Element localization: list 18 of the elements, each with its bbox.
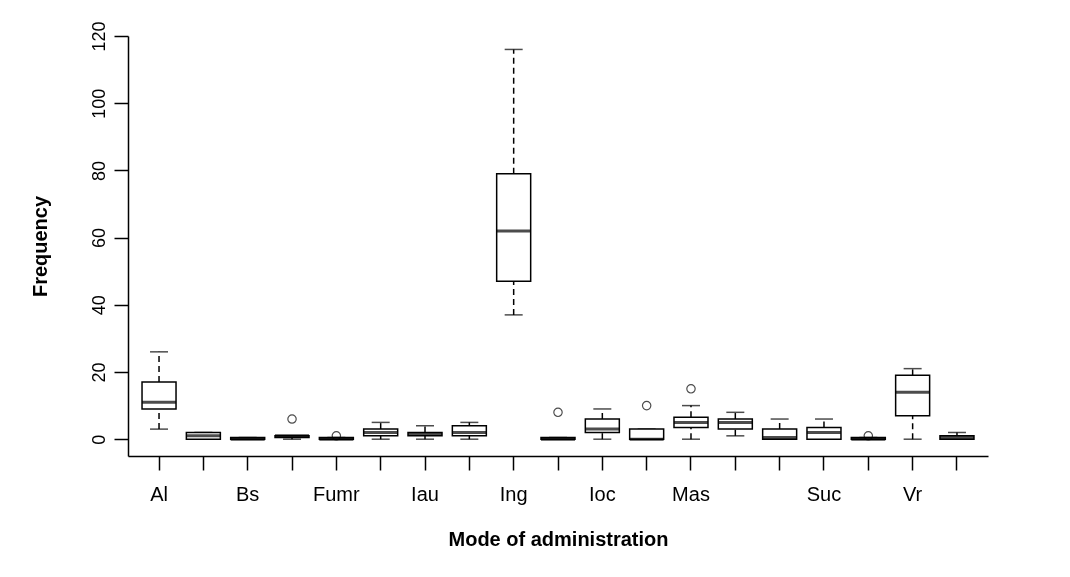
x-tick-label: Bs [236,482,260,505]
x-tick-label: Ioc [588,482,616,505]
x-axis-title: Mode of administration [448,527,669,550]
y-tick-label: 0 [88,434,109,445]
y-tick-label: 80 [88,160,109,181]
y-tick-label: 20 [88,362,109,383]
x-tick-label: Mas [672,482,710,505]
y-tick-label: 60 [88,228,109,249]
x-tick-label: Ing [499,482,528,505]
x-tick-label: Fumr [313,482,361,505]
y-tick-label: 120 [88,21,109,52]
x-tick-label: Vr [903,482,923,505]
x-tick-label: Iau [411,482,439,505]
y-tick-label: 100 [88,88,109,119]
y-axis-title: Frequency [28,195,51,298]
x-tick-label: Suc [806,482,842,505]
y-tick-label: 40 [88,295,109,316]
x-tick-label: Al [150,482,168,505]
